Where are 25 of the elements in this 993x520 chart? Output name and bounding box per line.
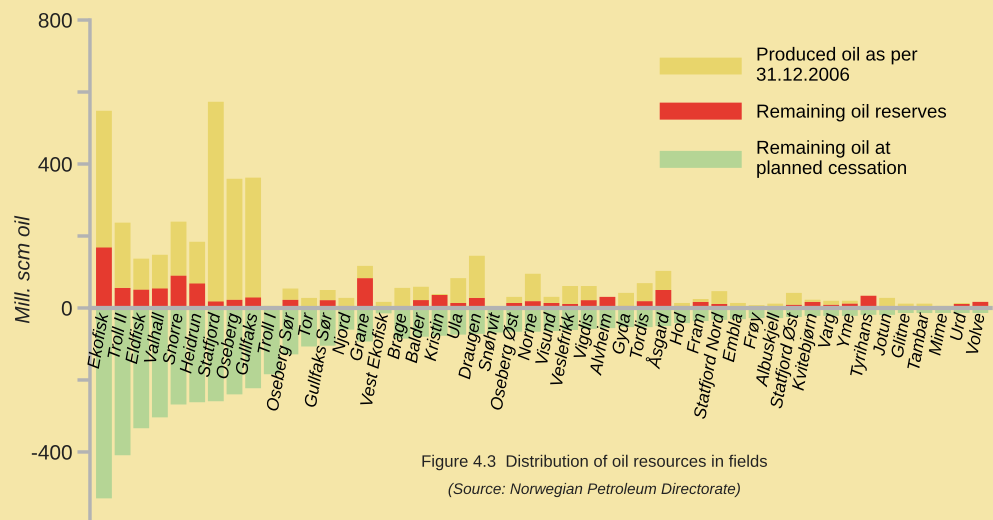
x-tick-label: Eldfisk xyxy=(124,311,146,364)
y-tick-label: 400 xyxy=(38,157,72,172)
y-tick-label: 800 xyxy=(38,13,72,28)
x-tick-label: Jotun xyxy=(872,313,892,356)
annotation: (Source: Norwegian Petroleum Directorate) xyxy=(448,482,740,498)
x-tick-label: Fram xyxy=(686,313,706,354)
legend-label: Remaining oil reserves xyxy=(758,104,946,122)
legend-label: Remaining oil at planned cessation xyxy=(757,140,906,178)
x-tick-label: Tor xyxy=(298,312,314,337)
y-tick-label: -400 xyxy=(32,444,72,460)
x-tick-label: Urd xyxy=(949,312,966,341)
x-tick-label: Volve xyxy=(965,312,985,355)
x-tick-label: Hod xyxy=(668,312,687,346)
x-tick-label: Varg xyxy=(818,312,840,349)
y-axis-title: Mill. scm oil xyxy=(14,216,30,324)
x-tick-label: Norne xyxy=(517,312,538,360)
y-tick-label: 0 xyxy=(62,300,72,316)
x-tick-label: Embla xyxy=(722,312,742,362)
x-tick-label: Ekofisk xyxy=(86,311,109,369)
x-tick-label: Kristin xyxy=(423,312,444,362)
legend-label: Produced oil as per 31.12.2006 xyxy=(756,46,918,81)
x-tick-label: Mime xyxy=(928,312,948,356)
annotation: Figure 4.3 Distribution of oil resources in fields xyxy=(422,454,767,470)
x-tick-label: Valhall xyxy=(143,312,165,364)
x-tick-label: Balder xyxy=(404,312,426,364)
